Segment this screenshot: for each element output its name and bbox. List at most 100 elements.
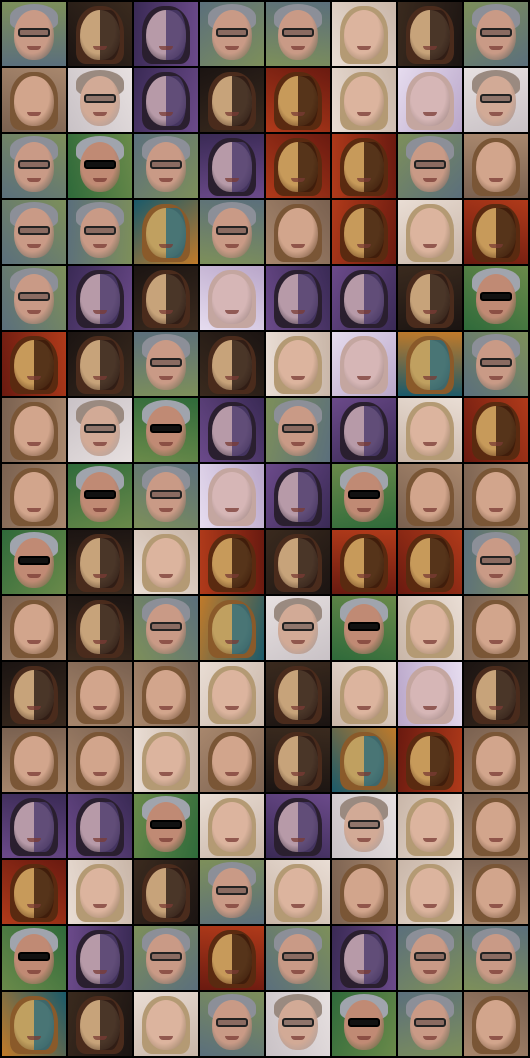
mouth (423, 1036, 437, 1040)
face-tile (464, 596, 528, 660)
face (14, 406, 54, 456)
mouth (93, 640, 107, 644)
face (80, 736, 120, 786)
face-tile (134, 464, 198, 528)
mouth (489, 640, 503, 644)
face-tile (332, 662, 396, 726)
face (410, 868, 450, 918)
glasses-icon (150, 820, 182, 829)
face (212, 736, 252, 786)
mouth (225, 772, 239, 776)
face-tile (68, 992, 132, 1056)
glasses-icon (282, 622, 314, 631)
face-tile (68, 200, 132, 264)
mouth (225, 574, 239, 578)
glasses-icon (18, 226, 50, 235)
face-shadow (100, 538, 120, 588)
face-tile (398, 992, 462, 1056)
glasses-icon (150, 490, 182, 499)
face-shadow (298, 802, 318, 852)
face (410, 472, 450, 522)
face-tile (332, 794, 396, 858)
mouth (357, 970, 371, 974)
mouth (27, 772, 41, 776)
glasses-icon (348, 1018, 380, 1027)
mouth (27, 838, 41, 842)
face-tile (464, 398, 528, 462)
mouth (357, 244, 371, 248)
mouth (489, 376, 503, 380)
mouth (357, 46, 371, 50)
face-shadow (364, 538, 384, 588)
mouth (489, 1036, 503, 1040)
face-tile (68, 266, 132, 330)
mouth (291, 508, 305, 512)
face (476, 142, 516, 192)
face-tile (2, 68, 66, 132)
face-tile (134, 2, 198, 66)
face-tile (398, 794, 462, 858)
mouth (225, 244, 239, 248)
glasses-icon (18, 952, 50, 961)
face (14, 736, 54, 786)
mouth (159, 904, 173, 908)
mouth (225, 442, 239, 446)
face-tile (68, 530, 132, 594)
mouth (93, 706, 107, 710)
mouth (225, 838, 239, 842)
face-shadow (232, 76, 252, 126)
face-tile (332, 266, 396, 330)
face-shadow (364, 142, 384, 192)
face-tile (134, 332, 198, 396)
face-tile (332, 200, 396, 264)
face-shadow (298, 472, 318, 522)
face-tile (464, 662, 528, 726)
mouth (291, 970, 305, 974)
mouth (423, 772, 437, 776)
mouth (489, 904, 503, 908)
mouth (291, 640, 305, 644)
face-tile (134, 134, 198, 198)
glasses-icon (216, 886, 248, 895)
mouth (159, 772, 173, 776)
face-tile (2, 134, 66, 198)
face-shadow (232, 142, 252, 192)
face-tile (266, 200, 330, 264)
mouth (159, 46, 173, 50)
face (146, 670, 186, 720)
face-tile (332, 464, 396, 528)
face-shadow (34, 340, 54, 390)
face (344, 76, 384, 126)
face (476, 472, 516, 522)
face-shadow (496, 208, 516, 258)
face-tile (464, 68, 528, 132)
face-shadow (298, 274, 318, 324)
mouth (27, 310, 41, 314)
face-shadow (364, 406, 384, 456)
mouth (225, 178, 239, 182)
face-tile (464, 728, 528, 792)
face-tile (134, 200, 198, 264)
glasses-icon (150, 952, 182, 961)
face-tile (464, 926, 528, 990)
mouth (357, 838, 371, 842)
face-shadow (430, 538, 450, 588)
face-shadow (166, 208, 186, 258)
mouth (291, 574, 305, 578)
face-shadow (430, 274, 450, 324)
glasses-icon (414, 1018, 446, 1027)
mouth (423, 442, 437, 446)
face-shadow (364, 934, 384, 984)
face-tile (200, 332, 264, 396)
face-shadow (100, 10, 120, 60)
mouth (423, 640, 437, 644)
glasses-icon (414, 952, 446, 961)
face (344, 340, 384, 390)
mouth (357, 310, 371, 314)
mouth (225, 112, 239, 116)
face-tile (266, 134, 330, 198)
face-tile (200, 794, 264, 858)
face-tile (266, 596, 330, 660)
face-tile (266, 464, 330, 528)
glasses-icon (480, 94, 512, 103)
